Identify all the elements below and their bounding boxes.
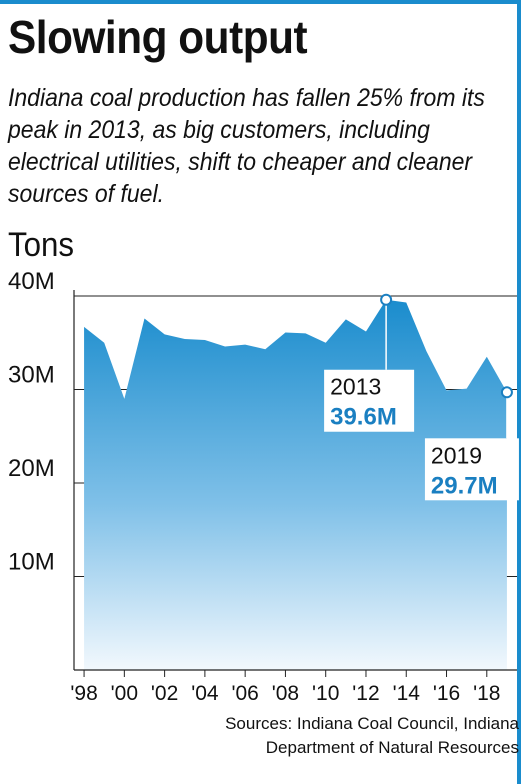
- annotation-box: [424, 438, 519, 501]
- x-tick-label: '98: [70, 682, 97, 705]
- annotations: 2013 39.6M 2019 29.7M: [324, 293, 519, 501]
- source-line-1: Sources: Indiana Coal Council, Indiana: [225, 714, 519, 733]
- x-tick-label: '08: [272, 682, 299, 705]
- chart-title: Slowing output: [8, 11, 308, 63]
- y-tick-label: 40M: [8, 268, 55, 295]
- y-tick-label: 30M: [8, 362, 55, 389]
- axes: [73, 290, 517, 677]
- annotation-marker: [380, 293, 393, 306]
- x-tick-label: '14: [393, 682, 421, 705]
- source-note: Sources: Indiana Coal Council, Indiana D…: [159, 712, 519, 760]
- annotation-box: [324, 369, 415, 432]
- x-tick-label: '12: [352, 682, 379, 705]
- x-tick-label: '16: [433, 682, 460, 705]
- source-line-2: Department of Natural Resources: [265, 738, 519, 757]
- chart-subtitle: Indiana coal production has fallen 25% f…: [8, 84, 485, 208]
- x-tick-label: '06: [231, 682, 258, 705]
- x-tick-label: '02: [151, 682, 178, 705]
- x-tick-label: '18: [473, 682, 500, 705]
- annotation-value: 39.6M: [330, 404, 397, 431]
- annotation-value: 29.7M: [431, 472, 498, 499]
- x-tick-labels: '98 '00 '02 '04 '06 '08 '10 '12 '14 '16 '18: [70, 682, 500, 705]
- annotation-year: 2013: [330, 374, 381, 400]
- annotation-marker: [500, 386, 513, 399]
- x-tick-label: '00: [111, 682, 138, 705]
- y-tick-labels: 10M 20M 30M 40M: [8, 268, 55, 576]
- y-tick-label: 20M: [8, 455, 55, 482]
- x-tick-label: '04: [191, 682, 219, 705]
- y-tick-label: 10M: [8, 549, 55, 576]
- x-tick-label: '10: [312, 682, 339, 705]
- annotation-year: 2019: [431, 442, 482, 468]
- y-axis-title: Tons: [8, 226, 75, 264]
